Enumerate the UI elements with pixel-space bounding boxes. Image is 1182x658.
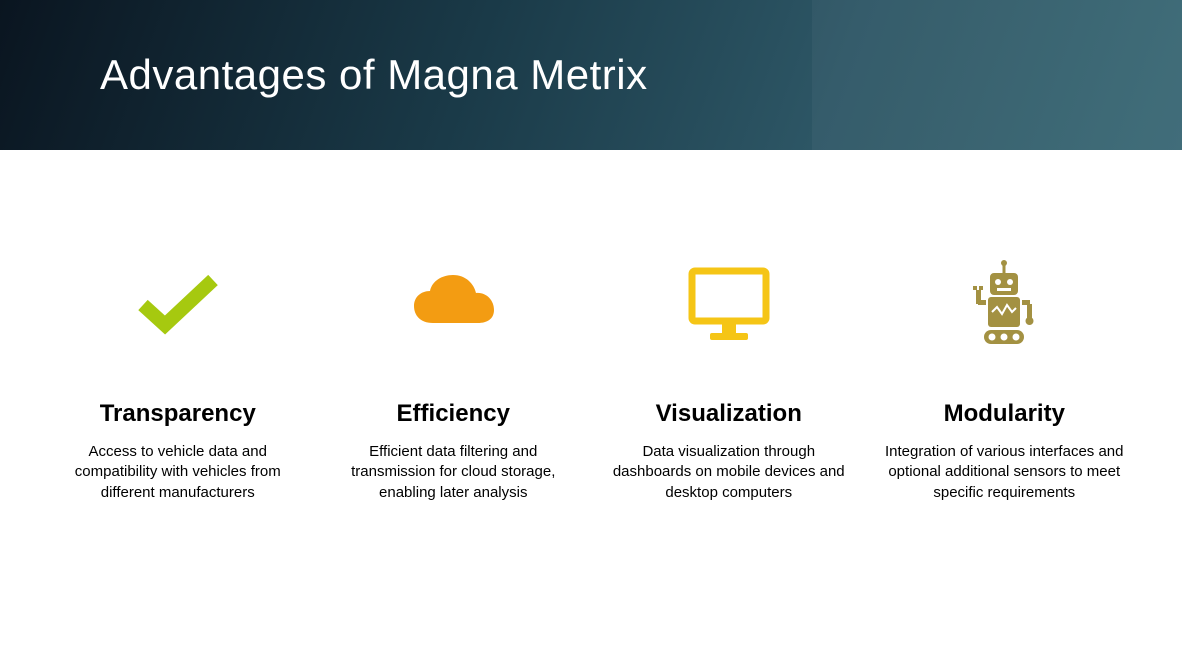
checkmark-icon	[133, 260, 223, 350]
feature-modularity: Modularity Integration of various interf…	[877, 260, 1133, 503]
feature-title: Transparency	[100, 400, 256, 428]
feature-title: Visualization	[656, 400, 802, 428]
slide-header: Advantages of Magna Metrix	[0, 0, 1182, 150]
feature-efficiency: Efficiency Efficient data filtering and …	[326, 260, 582, 503]
monitor-icon	[684, 260, 774, 350]
feature-description: Data visualization through dashboards on…	[601, 442, 857, 503]
page-title: Advantages of Magna Metrix	[100, 51, 648, 99]
feature-visualization: Visualization Data visualization through…	[601, 260, 857, 503]
feature-description: Efficient data filtering and transmissio…	[326, 442, 582, 503]
robot-icon	[964, 260, 1044, 350]
feature-description: Access to vehicle data and compatibility…	[50, 442, 306, 503]
features-row: Transparency Access to vehicle data and …	[0, 150, 1182, 503]
feature-title: Modularity	[944, 400, 1065, 428]
cloud-icon	[408, 260, 498, 350]
feature-description: Integration of various interfaces and op…	[877, 442, 1133, 503]
feature-title: Efficiency	[397, 400, 510, 428]
feature-transparency: Transparency Access to vehicle data and …	[50, 260, 306, 503]
